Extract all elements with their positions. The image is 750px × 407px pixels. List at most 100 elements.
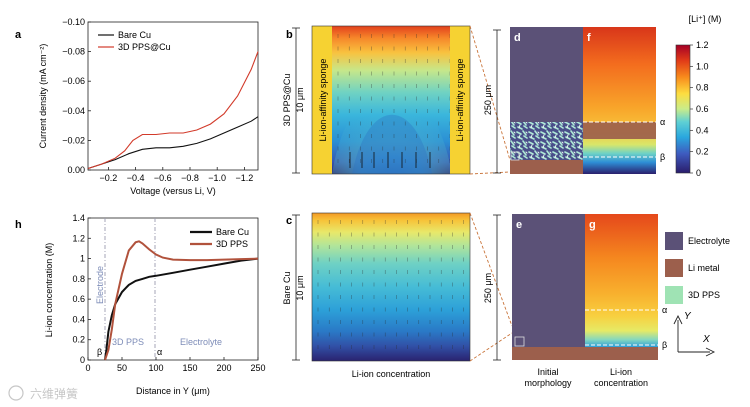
caption-initial-1: Initial bbox=[537, 367, 558, 377]
panel-f-li-deposit bbox=[583, 122, 656, 139]
panel-g-li-metal bbox=[585, 347, 658, 360]
xy-axes-indicator: Y X bbox=[673, 311, 716, 357]
panel-d-3d-pps-layer bbox=[510, 122, 583, 160]
panel-h-y-axis-label: Li-ion concentration (M) bbox=[44, 243, 54, 338]
caption-liion-1: Li-ion bbox=[610, 367, 632, 377]
scale-250-bottom-label: 250 μm bbox=[483, 273, 493, 303]
panel-a-y-tick-label: −0.10 bbox=[62, 17, 85, 27]
panel-h-y-tick-label: 0 bbox=[80, 355, 85, 365]
panel-b-sponge-left bbox=[312, 26, 332, 174]
panel-h-region-3d-pps: 3D PPS bbox=[112, 337, 144, 347]
panel-h-y-tick-label: 1 bbox=[80, 254, 85, 264]
panel-a-x-ticks: −0.2 −0.4 −0.6 −0.8 −1.0 −1.2 bbox=[100, 167, 254, 183]
scale-bar-250-top: 250 μm bbox=[483, 29, 501, 174]
panel-h-x-tick-label: 50 bbox=[117, 363, 127, 373]
panel-f: f α β bbox=[583, 27, 665, 174]
panel-e-li-metal bbox=[512, 347, 585, 360]
panel-h: h Electrode 3D PPS Electrolyte α β 00.20… bbox=[15, 213, 266, 396]
panel-g-beta: β bbox=[662, 340, 667, 350]
panel-letter-a: a bbox=[15, 29, 22, 41]
panel-c-flux-arrows bbox=[317, 220, 464, 349]
legend-label: Li metal bbox=[688, 263, 720, 273]
material-legend: Electrolyte Li metal 3D PPS bbox=[665, 232, 730, 304]
colorbar-gradient bbox=[675, 44, 691, 174]
panel-h-axes-frame bbox=[87, 217, 259, 361]
panel-h-x-axis-label: Distance in Y (μm) bbox=[136, 386, 210, 396]
panel-letter-c: c bbox=[286, 215, 292, 227]
panel-h-region-electrolyte: Electrolyte bbox=[180, 337, 222, 347]
panel-g: g α β Li-ion concentration bbox=[585, 214, 667, 388]
colorbar: [Li⁺] (M) 1.2 1.0 0.8 0.6 0.4 0.2 0 bbox=[675, 14, 722, 178]
panel-a-y-ticks: −0.10 −0.08 −0.06 −0.04 −0.02 0.00 bbox=[62, 17, 91, 175]
caption-initial-2: morphology bbox=[524, 378, 572, 388]
legend-swatch bbox=[665, 259, 683, 277]
panel-c-size-label: 10 μm bbox=[295, 275, 305, 300]
panel-h-x-tick-label: 0 bbox=[85, 363, 90, 373]
panel-c-side-label: Bare Cu bbox=[282, 271, 292, 304]
legend-label-bare-cu: Bare Cu bbox=[118, 30, 151, 40]
panel-b-flux-arrows bbox=[337, 34, 451, 168]
panel-letter-d: d bbox=[514, 32, 521, 44]
panel-g-concentration-map bbox=[585, 214, 658, 360]
panel-c: c Bare Cu 10 μm Li-ion concentration bbox=[282, 212, 471, 379]
panel-a-y-tick-label: −0.04 bbox=[62, 106, 85, 116]
axis-x-label: X bbox=[702, 334, 710, 345]
panel-h-x-tick-label: 100 bbox=[148, 363, 163, 373]
panel-h-y-tick-label: 1.2 bbox=[72, 233, 85, 243]
legend-label: 3D PPS bbox=[688, 290, 720, 300]
colorbar-tick-label: 0.2 bbox=[696, 147, 709, 157]
scale-250-top-label: 250 μm bbox=[483, 85, 493, 115]
legend-label: Electrolyte bbox=[688, 236, 730, 246]
colorbar-tick-label: 0 bbox=[696, 168, 701, 178]
panel-g-alpha: α bbox=[662, 305, 667, 315]
panel-h-x-tick-label: 200 bbox=[216, 363, 231, 373]
panel-d-zoom-box bbox=[510, 151, 520, 161]
panel-a-x-tick-label: −0.6 bbox=[154, 173, 172, 183]
panel-h-y-tick-label: 0.4 bbox=[72, 314, 85, 324]
panel-h-y-tick-label: 0.6 bbox=[72, 294, 85, 304]
colorbar-title: [Li⁺] (M) bbox=[689, 14, 722, 24]
panel-h-y-tick-label: 1.4 bbox=[72, 213, 85, 223]
panel-b-size-label: 10 μm bbox=[295, 87, 305, 112]
panel-a-x-tick-label: −1.2 bbox=[236, 173, 254, 183]
panel-h-y-ticks: 0 0.2 0.4 0.6 0.8 1 1.2 1.4 bbox=[72, 213, 91, 365]
panel-c-concentration-map bbox=[312, 213, 470, 361]
panel-h-y-tick-label: 0.2 bbox=[72, 335, 85, 345]
axis-y-label: Y bbox=[684, 311, 692, 322]
legend-label-3d-pps-cu: 3D PPS@Cu bbox=[118, 42, 171, 52]
panel-c-caption: Li-ion concentration bbox=[352, 369, 431, 379]
panel-e: e Initial morphology bbox=[512, 214, 585, 388]
legend-label-bare-cu-h: Bare Cu bbox=[216, 227, 249, 237]
panel-h-x-tick-label: 150 bbox=[182, 363, 197, 373]
panel-f-concentration-map bbox=[583, 27, 656, 174]
legend-swatch bbox=[665, 232, 683, 250]
panel-letter-e: e bbox=[516, 219, 522, 231]
panel-letter-g: g bbox=[589, 219, 596, 231]
panel-a-y-axis-label: Current density (mA cm⁻²) bbox=[38, 44, 48, 149]
panel-a-series-3d-pps-cu bbox=[87, 51, 259, 170]
panel-b: b 3D PPS@Cu 10 μm Li-ion-affinity sponge… bbox=[282, 25, 471, 175]
panel-d: d bbox=[510, 27, 583, 174]
panel-f-beta: β bbox=[660, 152, 665, 162]
panel-b-sponge-right bbox=[450, 26, 470, 174]
panel-f-alpha: α bbox=[660, 117, 665, 127]
panel-a-y-tick-label: −0.02 bbox=[62, 135, 85, 145]
panel-h-beta-label: β bbox=[97, 347, 102, 357]
panel-e-electrolyte bbox=[512, 214, 585, 360]
panel-a-x-axis-label: Voltage (versus Li, V) bbox=[130, 186, 216, 196]
panel-h-series-3d-pps bbox=[104, 240, 259, 361]
panel-h-y-tick-label: 0.8 bbox=[72, 274, 85, 284]
zoom-connectors bbox=[469, 25, 513, 362]
legend-swatch bbox=[665, 286, 683, 304]
legend-label-3d-pps-h: 3D PPS bbox=[216, 239, 248, 249]
panel-a: a −0.10 −0.08 −0.06 −0.04 −0.02 0.00 −0.2 −0.4… bbox=[15, 17, 259, 196]
panel-a-series-bare-cu bbox=[87, 116, 259, 170]
watermark-text: 六维弹簧 bbox=[30, 386, 78, 401]
panel-letter-h: h bbox=[15, 219, 22, 231]
caption-liion-2: concentration bbox=[594, 378, 648, 388]
colorbar-tick-label: 0.4 bbox=[696, 125, 709, 135]
panel-a-y-tick-label: −0.06 bbox=[62, 76, 85, 86]
panel-b-sponge-left-label: Li-ion-affinity sponge bbox=[318, 59, 328, 142]
